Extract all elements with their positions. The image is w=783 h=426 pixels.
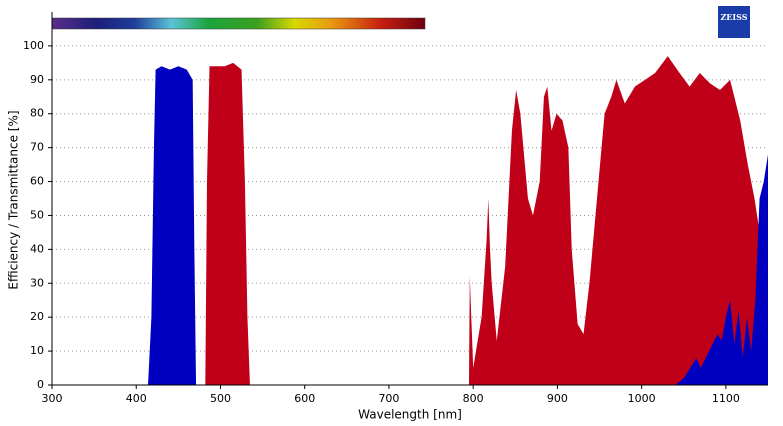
logo-box — [718, 6, 750, 38]
x-tick-label: 300 — [42, 392, 63, 405]
y-axis-label: Efficiency / Transmittance [%] — [7, 110, 21, 289]
logo: ZEISS — [718, 6, 750, 38]
x-tick-label: 800 — [463, 392, 484, 405]
x-tick-label: 400 — [126, 392, 147, 405]
x-tick-label: 700 — [378, 392, 399, 405]
y-tick-label: 70 — [30, 141, 44, 154]
y-tick-label: 10 — [30, 344, 44, 357]
logo-text: ZEISS — [720, 12, 747, 22]
y-tick-label: 30 — [30, 276, 44, 289]
x-axis-label: Wavelength [nm] — [358, 408, 462, 422]
y-tick-label: 90 — [30, 73, 44, 86]
y-tick-label: 40 — [30, 242, 44, 255]
y-tick-label: 100 — [23, 39, 44, 52]
spectrum-bar — [51, 17, 426, 30]
x-tick-label: 500 — [210, 392, 231, 405]
area — [52, 56, 768, 385]
x-tick-label: 1100 — [712, 392, 740, 405]
y-tick-label: 80 — [30, 107, 44, 120]
x-tick-label: 600 — [294, 392, 315, 405]
y-tick-label: 60 — [30, 175, 44, 188]
x-tick-label: 900 — [547, 392, 568, 405]
y-tick-label: 20 — [30, 310, 44, 323]
y-tick-label: 50 — [30, 208, 44, 221]
y-tick-label: 0 — [37, 378, 44, 391]
x-tick-label: 1000 — [628, 392, 656, 405]
